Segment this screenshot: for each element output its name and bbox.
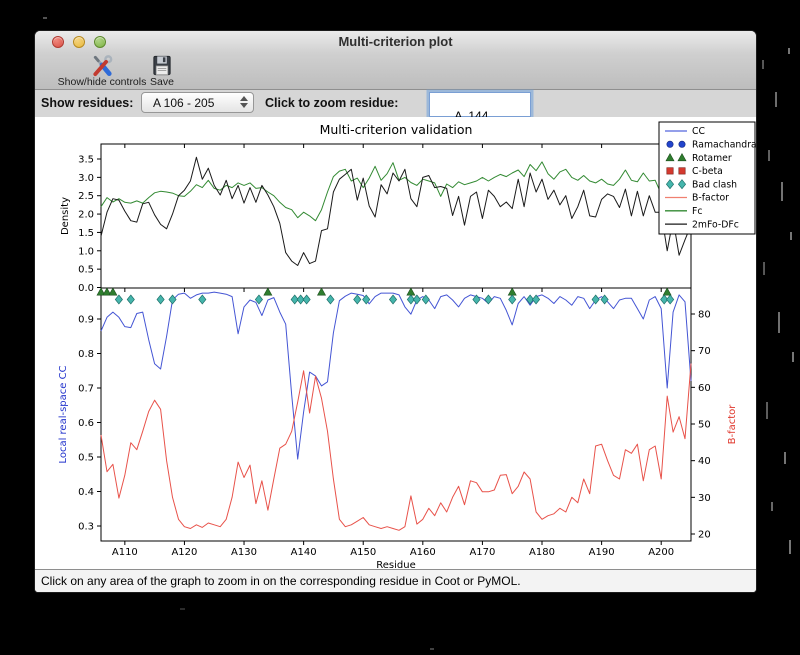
svg-text:Rotamer: Rotamer xyxy=(692,153,732,164)
zoom-residue-label: Click to zoom residue: xyxy=(265,96,399,110)
svg-text:A170: A170 xyxy=(469,547,495,558)
window-controls xyxy=(52,36,106,48)
svg-text:40: 40 xyxy=(698,456,711,467)
dropdown-value: A 106 - 205 xyxy=(153,96,215,110)
show-residues-dropdown[interactable]: A 106 - 205 xyxy=(141,92,254,113)
svg-text:1.0: 1.0 xyxy=(78,246,94,257)
controls-bar: Show residues: A 106 - 205 Click to zoom… xyxy=(35,90,756,123)
status-bar: Click on any area of the graph to zoom i… xyxy=(35,569,756,592)
svg-text:Bad clash: Bad clash xyxy=(692,179,737,190)
svg-text:0.9: 0.9 xyxy=(78,315,94,326)
show-residues-label: Show residues: xyxy=(41,96,134,110)
svg-text:Fc: Fc xyxy=(692,206,702,217)
svg-text:2.5: 2.5 xyxy=(78,191,94,202)
svg-text:30: 30 xyxy=(698,493,711,504)
plot-window: Multi-criterion plot Show/hide controls xyxy=(34,30,757,593)
svg-text:0.5: 0.5 xyxy=(78,453,94,464)
svg-text:A160: A160 xyxy=(410,547,436,558)
svg-text:0.7: 0.7 xyxy=(78,384,94,395)
svg-text:A110: A110 xyxy=(112,547,138,558)
svg-text:1.5: 1.5 xyxy=(78,228,94,239)
svg-text:Local real-space CC: Local real-space CC xyxy=(58,365,69,463)
svg-text:A140: A140 xyxy=(291,547,317,558)
window-close-button[interactable] xyxy=(52,36,64,48)
svg-text:50: 50 xyxy=(698,420,711,431)
status-text: Click on any area of the graph to zoom i… xyxy=(41,574,521,588)
svg-text:0.5: 0.5 xyxy=(78,265,94,276)
svg-text:70: 70 xyxy=(698,346,711,357)
svg-text:80: 80 xyxy=(698,310,711,321)
svg-text:A120: A120 xyxy=(171,547,197,558)
svg-text:3.0: 3.0 xyxy=(78,173,94,184)
svg-text:A200: A200 xyxy=(648,547,674,558)
svg-text:0.6: 0.6 xyxy=(78,418,94,429)
svg-text:A150: A150 xyxy=(350,547,376,558)
svg-text:0.3: 0.3 xyxy=(78,522,94,533)
titlebar[interactable]: Multi-criterion plot xyxy=(35,31,756,53)
svg-text:2.0: 2.0 xyxy=(78,210,94,221)
svg-text:Multi-criterion validation: Multi-criterion validation xyxy=(320,122,473,137)
window-zoom-button[interactable] xyxy=(94,36,106,48)
svg-text:60: 60 xyxy=(698,383,711,394)
figure-canvas[interactable]: Multi-criterion validation A110 A120 A130 A1… xyxy=(35,117,756,571)
tools-icon xyxy=(92,55,112,77)
toolbar-button-label: Save xyxy=(150,76,174,88)
svg-text:B-factor: B-factor xyxy=(692,193,729,204)
dropdown-stepper-icon xyxy=(238,96,249,108)
svg-text:20: 20 xyxy=(698,530,711,541)
window-title: Multi-criterion plot xyxy=(338,34,453,49)
toolbar-button-label: Show/hide controls xyxy=(57,76,147,88)
window-minimize-button[interactable] xyxy=(73,36,85,48)
svg-text:B-factor: B-factor xyxy=(727,404,738,445)
plot-figure[interactable]: Multi-criterion validation A110 A120 A130 A1… xyxy=(35,117,756,571)
svg-text:0.0: 0.0 xyxy=(78,283,94,294)
svg-text:A130: A130 xyxy=(231,547,257,558)
svg-text:A180: A180 xyxy=(529,547,555,558)
zoom-residue-input[interactable]: A 144 xyxy=(429,92,531,123)
toolbar: Show/hide controls Save xyxy=(35,53,756,90)
svg-text:A190: A190 xyxy=(589,547,615,558)
show-hide-controls-button[interactable]: Show/hide controls xyxy=(43,54,161,88)
svg-text:Residue: Residue xyxy=(376,560,415,569)
svg-text:2mFo-DFc: 2mFo-DFc xyxy=(692,219,739,230)
svg-text:C-beta: C-beta xyxy=(692,166,723,177)
save-button[interactable]: Save xyxy=(139,54,185,88)
svg-text:0.4: 0.4 xyxy=(78,487,94,498)
svg-text:3.5: 3.5 xyxy=(78,155,94,166)
svg-text:CC: CC xyxy=(692,126,705,137)
svg-text:Ramachandran: Ramachandran xyxy=(692,140,756,151)
svg-text:Density: Density xyxy=(60,197,71,235)
save-icon xyxy=(153,55,171,76)
svg-text:0.8: 0.8 xyxy=(78,349,94,360)
